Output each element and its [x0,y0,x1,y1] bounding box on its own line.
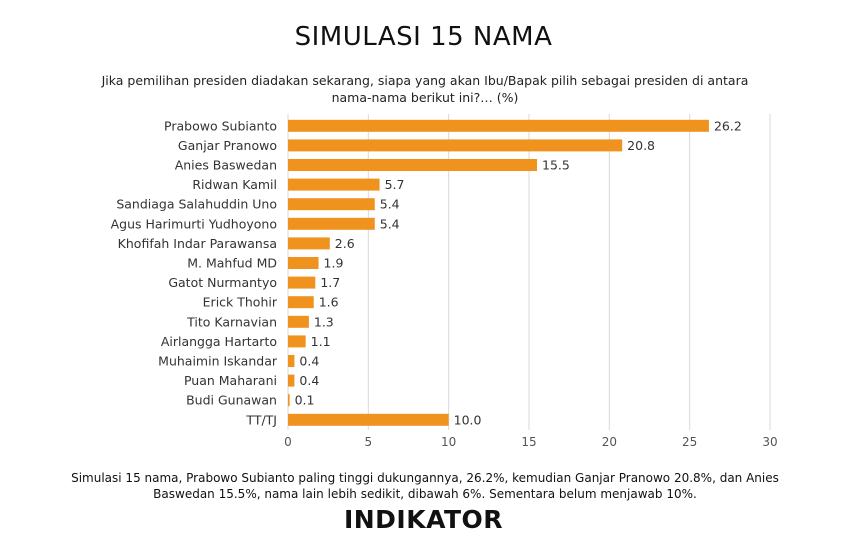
x-tick-label: 25 [682,435,697,449]
value-label: 15.5 [542,158,570,173]
bar [288,315,309,328]
value-label: 0.4 [299,354,319,369]
indikator-logo: INDIKATOR [343,505,504,534]
value-label: 1.6 [319,295,339,310]
bar [288,119,709,132]
bar [288,335,306,348]
value-label: 20.8 [627,138,655,153]
x-tick-label: 30 [762,435,777,449]
x-tick-label: 0 [284,435,292,449]
category-label: Ganjar Pranowo [178,138,277,153]
category-label: Sandiaga Salahuddin Uno [116,197,277,212]
value-label: 5.4 [380,197,400,212]
category-label: Prabowo Subianto [164,118,277,133]
value-label: 0.1 [295,393,315,408]
value-label: 0.4 [299,373,319,388]
category-label: Anies Baswedan [175,158,277,173]
x-tick-label: 20 [602,435,617,449]
value-label: 5.4 [380,216,400,231]
category-label: Erick Thohir [203,295,278,310]
bar [288,257,319,269]
category-label: Muhaimin Iskandar [158,354,278,369]
bar [288,276,316,289]
chart-title: SIMULASI 15 NAMA [294,22,553,52]
bar [288,296,314,309]
bar [288,355,295,367]
value-label: 10.0 [454,412,482,427]
category-label: Tito Karnavian [186,314,277,329]
chart-subtitle: Jika pemilihan presiden diadakan sekaran… [101,73,749,105]
bar [288,217,375,230]
bar [288,413,449,426]
value-label: 26.2 [714,118,742,133]
value-label: 2.6 [335,236,355,251]
category-label: Ridwan Kamil [192,177,277,192]
bar [288,159,538,171]
x-tick-label: 5 [365,435,373,449]
x-tick-label: 10 [441,435,456,449]
bar [288,198,375,211]
category-label: Gatot Nurmantyo [168,275,277,290]
category-label: Khofifah Indar Parawansa [118,236,277,251]
value-label: 5.7 [385,177,405,192]
bar [288,374,295,387]
value-label: 1.9 [324,256,344,271]
category-label: Puan Maharani [184,373,277,388]
value-label: 1.1 [311,334,331,349]
value-label: 1.3 [314,314,334,329]
x-tick-label: 15 [521,435,536,449]
value-label: 1.7 [320,275,340,290]
category-label: Agus Harimurti Yudhoyono [111,216,277,231]
bar [288,394,290,407]
bar [288,237,330,250]
category-label: TT/TJ [245,412,277,427]
chart-footnote: Simulasi 15 nama, Prabowo Subianto palin… [71,471,779,501]
bar [288,178,380,191]
category-label: Airlangga Hartarto [161,334,277,349]
category-label: Budi Gunawan [186,393,277,408]
category-label: M. Mahfud MD [187,256,277,271]
bar [288,139,623,152]
